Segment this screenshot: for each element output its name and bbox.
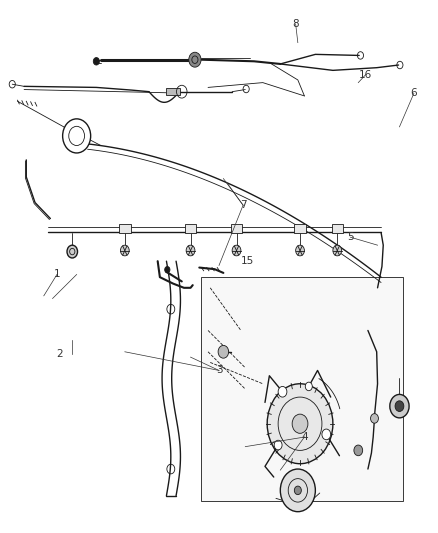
Circle shape [354, 445, 363, 456]
FancyBboxPatch shape [119, 224, 131, 233]
Circle shape [294, 486, 301, 495]
Text: 7: 7 [240, 200, 247, 210]
Circle shape [322, 429, 331, 440]
Text: 3: 3 [215, 366, 223, 375]
Circle shape [278, 386, 287, 397]
Text: 5: 5 [347, 232, 354, 242]
Circle shape [189, 52, 201, 67]
FancyBboxPatch shape [294, 224, 306, 233]
FancyBboxPatch shape [231, 224, 242, 233]
FancyBboxPatch shape [166, 88, 180, 95]
Circle shape [296, 245, 304, 256]
Circle shape [267, 384, 333, 464]
Text: 2: 2 [56, 350, 63, 359]
Circle shape [67, 245, 78, 258]
Text: 4: 4 [301, 432, 308, 442]
Text: 8: 8 [292, 19, 299, 29]
Circle shape [186, 245, 195, 256]
Text: 1: 1 [53, 270, 60, 279]
Circle shape [390, 394, 409, 418]
Polygon shape [201, 277, 403, 501]
FancyBboxPatch shape [332, 224, 343, 233]
Circle shape [305, 382, 312, 391]
Circle shape [165, 266, 170, 273]
Circle shape [280, 469, 315, 512]
Circle shape [371, 414, 378, 423]
Circle shape [333, 245, 342, 256]
Text: 6: 6 [410, 88, 417, 98]
Circle shape [218, 345, 229, 358]
Circle shape [232, 245, 241, 256]
Circle shape [292, 414, 308, 433]
FancyBboxPatch shape [185, 224, 196, 233]
Text: 15: 15 [241, 256, 254, 266]
Circle shape [120, 245, 129, 256]
Circle shape [63, 119, 91, 153]
Text: 16: 16 [359, 70, 372, 79]
Circle shape [93, 58, 99, 65]
Circle shape [274, 440, 282, 450]
Circle shape [395, 401, 404, 411]
